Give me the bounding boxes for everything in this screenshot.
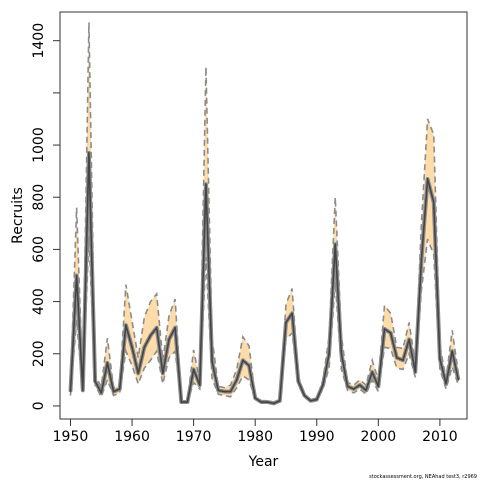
- data-point-1999: [371, 371, 373, 373]
- data-point-1976: [229, 390, 232, 393]
- y-axis-title: Recruits: [10, 187, 26, 244]
- data-point-1984: [279, 399, 281, 402]
- x-tick-label-1950: 1950: [53, 429, 89, 445]
- x-axis-title: Year: [248, 454, 279, 470]
- y-tick-label-0: 0: [31, 401, 47, 410]
- data-point-2002: [389, 332, 392, 334]
- x-tick-label-1970: 1970: [176, 429, 212, 445]
- x-tick-label-1990: 1990: [299, 429, 335, 445]
- data-point-1951: [75, 274, 78, 277]
- data-point-1995: [346, 385, 349, 388]
- data-point-1972: [205, 183, 207, 185]
- data-point-1985: [285, 321, 287, 324]
- data-point-1953: [88, 152, 90, 154]
- data-point-1997: [359, 384, 361, 386]
- data-point-1975: [223, 390, 226, 393]
- data-point-1967: [174, 326, 176, 329]
- data-point-1956: [106, 362, 109, 364]
- data-point-2003: [396, 356, 398, 359]
- data-point-1986: [291, 312, 293, 315]
- data-point-2005: [408, 338, 410, 341]
- estimate-line: [69, 152, 460, 405]
- y-tick-label-1000: 1000: [31, 127, 47, 163]
- data-point-1957: [112, 390, 115, 393]
- data-point-1998: [365, 389, 367, 392]
- data-point-2008: [426, 178, 429, 180]
- data-point-2012: [451, 350, 454, 352]
- x-tick-label-1980: 1980: [237, 429, 273, 445]
- data-point-1977: [235, 379, 238, 381]
- data-point-1987: [297, 380, 300, 382]
- y-tick-label-800: 800: [31, 184, 47, 211]
- data-point-1962: [143, 346, 146, 349]
- data-point-2001: [383, 328, 386, 330]
- confidence-band-layer: [70, 22, 459, 404]
- data-point-1964: [155, 326, 158, 329]
- data-point-1974: [217, 389, 220, 392]
- x-tick-label-1960: 1960: [114, 429, 150, 445]
- data-point-1958: [118, 388, 121, 390]
- data-point-1981: [260, 401, 263, 403]
- data-point-1980: [254, 397, 256, 399]
- data-point-2006: [414, 371, 417, 373]
- data-point-1961: [137, 372, 139, 375]
- data-point-1993: [334, 243, 337, 245]
- data-point-1960: [131, 346, 133, 349]
- y-tick-label-200: 200: [31, 340, 47, 367]
- data-point-1989: [309, 399, 312, 402]
- data-point-1965: [162, 372, 164, 375]
- data-point-1990: [315, 398, 318, 401]
- data-point-2007: [420, 259, 423, 261]
- data-point-1966: [168, 338, 170, 341]
- data-point-1954: [94, 380, 96, 382]
- credit-note: stockassessment.org, NEAhad test3, r2969: [369, 474, 477, 480]
- data-point-1952: [81, 389, 84, 392]
- data-point-2009: [432, 201, 435, 204]
- data-point-2011: [445, 382, 447, 385]
- confidence-band: [70, 22, 459, 404]
- data-point-1950: [69, 390, 72, 393]
- x-tick-label-2000: 2000: [361, 429, 397, 445]
- data-point-1983: [272, 402, 275, 405]
- data-point-1991: [322, 384, 324, 386]
- data-point-1979: [248, 364, 250, 367]
- data-point-2004: [402, 359, 404, 362]
- data-point-1973: [211, 360, 213, 363]
- data-point-1959: [125, 324, 127, 326]
- data-point-1982: [266, 401, 269, 403]
- data-point-2000: [377, 385, 380, 388]
- y-axis: 0 200 400 600 800 1000 1400: [31, 23, 61, 410]
- data-point-2013: [457, 379, 460, 381]
- data-point-1970: [192, 368, 195, 371]
- data-point-1955: [100, 392, 103, 394]
- y-tick-label-400: 400: [31, 288, 47, 315]
- data-point-1988: [303, 394, 306, 397]
- data-point-1971: [198, 384, 201, 386]
- data-point-1969: [186, 401, 189, 403]
- series-line-layer: [68, 22, 461, 406]
- x-axis: 1950 1960 1970 1980 1990 2000 2010: [53, 418, 458, 445]
- x-tick-label-2010: 2010: [422, 429, 458, 445]
- data-point-1992: [328, 352, 330, 355]
- y-tick-label-600: 600: [31, 236, 47, 263]
- data-point-1978: [242, 359, 244, 362]
- data-point-1968: [180, 401, 183, 403]
- data-point-1963: [149, 334, 152, 337]
- data-point-1994: [340, 352, 343, 355]
- data-point-2010: [439, 358, 441, 360]
- data-point-1996: [352, 388, 355, 390]
- y-tick-label-1400: 1400: [31, 23, 47, 59]
